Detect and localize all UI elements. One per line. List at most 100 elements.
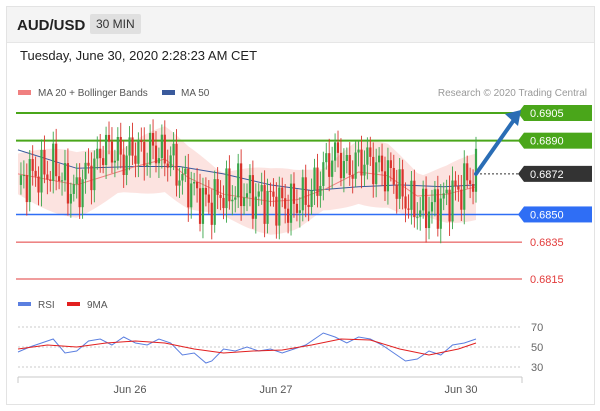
candle-body	[55, 143, 58, 177]
candle-body	[37, 176, 40, 193]
candle-body	[160, 134, 163, 159]
candle-body	[430, 202, 434, 212]
candle-body	[328, 153, 331, 177]
timeframe-badge[interactable]: 30 MIN	[90, 14, 141, 34]
candle-body	[369, 147, 372, 157]
candle-body	[31, 159, 34, 171]
candle-body	[34, 170, 37, 177]
candle-body	[260, 185, 263, 192]
candle-body	[84, 162, 87, 180]
candle-body	[307, 204, 310, 208]
candle-body	[445, 189, 448, 194]
candle-body	[433, 189, 436, 203]
candle-body	[284, 198, 287, 209]
candle-body	[149, 132, 152, 165]
candle-body	[81, 179, 84, 208]
candle-body	[275, 196, 278, 226]
candle-body	[363, 164, 366, 176]
candle-body	[66, 163, 70, 204]
x-tick-label: Jun 30	[444, 384, 477, 396]
candle-body	[272, 191, 275, 197]
candle-body	[404, 196, 407, 209]
level-tag-pointer	[518, 105, 524, 121]
candle-body	[90, 165, 93, 191]
candle-body	[104, 134, 108, 165]
candle-body	[254, 196, 257, 219]
candle-body	[424, 188, 428, 229]
candle-body	[422, 188, 425, 211]
candle-body	[301, 177, 304, 211]
candle-body	[386, 160, 390, 192]
symbol-label: AUD/USD	[17, 17, 86, 34]
candle-body	[389, 160, 392, 169]
candle-body	[245, 193, 249, 198]
level-tag-0-6850	[524, 206, 592, 223]
rsi-legend-swatch	[18, 302, 31, 306]
candle-body	[151, 132, 155, 146]
candle-body	[28, 159, 31, 203]
level-tag-0-6905	[524, 105, 592, 121]
candle-body	[204, 187, 207, 195]
candle-body	[366, 147, 369, 165]
candle-body	[184, 168, 187, 175]
candle-body	[195, 181, 199, 189]
candle-body	[348, 154, 351, 176]
candle-body	[304, 177, 307, 205]
level-label-0-6835: 0.6835	[530, 237, 564, 249]
candle-body	[187, 168, 190, 208]
candle-body	[266, 190, 269, 224]
candle-body	[228, 168, 231, 202]
candle-body	[457, 186, 460, 190]
candle-body	[52, 143, 55, 181]
candle-body	[128, 137, 131, 156]
candle-body	[380, 155, 384, 172]
level-label-0-6872: 0.6872	[530, 169, 564, 181]
level-tag-pointer	[518, 132, 524, 149]
candle-body	[339, 152, 343, 179]
candle-body	[289, 183, 293, 223]
rsi-ma9-line	[17, 338, 477, 356]
candle-body	[442, 193, 445, 199]
candle-body	[439, 198, 442, 229]
candle-body	[416, 216, 419, 218]
x-tick-label: Jun 26	[113, 384, 146, 396]
candle-body	[93, 158, 96, 191]
candle-body	[240, 163, 243, 207]
candle-body	[257, 191, 260, 197]
level-label-0-6815: 0.6815	[530, 274, 564, 286]
candle-body	[46, 174, 49, 180]
candle-body	[357, 149, 360, 153]
candle-body	[154, 145, 158, 164]
candle-body	[207, 194, 210, 203]
candle-body	[395, 184, 398, 199]
candle-body	[75, 177, 78, 185]
candle-body	[172, 143, 175, 156]
candle-body	[419, 210, 422, 217]
candle-body	[166, 163, 169, 168]
candle-body	[99, 148, 102, 159]
candle-body	[295, 203, 299, 213]
candle-body	[413, 180, 416, 218]
rsi-line	[17, 332, 477, 364]
candle-body	[471, 184, 475, 192]
ma9-legend-swatch	[67, 302, 80, 306]
candle-body	[372, 156, 375, 185]
candle-body	[322, 162, 325, 186]
candle-body	[19, 175, 23, 185]
candle-body	[96, 148, 99, 159]
candle-body	[342, 161, 345, 179]
ma20-legend-label: MA 20 + Bollinger Bands	[38, 88, 148, 99]
candle-body	[351, 175, 354, 179]
candle-body	[181, 174, 184, 181]
x-tick-label: Jun 27	[259, 384, 292, 396]
candle-body	[474, 148, 478, 192]
level-label-0-6850: 0.6850	[530, 209, 564, 221]
candle-body	[102, 158, 105, 165]
candle-body	[169, 155, 172, 168]
candle-body	[49, 179, 52, 181]
candle-body	[333, 142, 337, 161]
candle-body	[466, 163, 469, 181]
level-tag-pointer	[518, 206, 524, 223]
rsi-tick-30: 30	[531, 362, 543, 374]
